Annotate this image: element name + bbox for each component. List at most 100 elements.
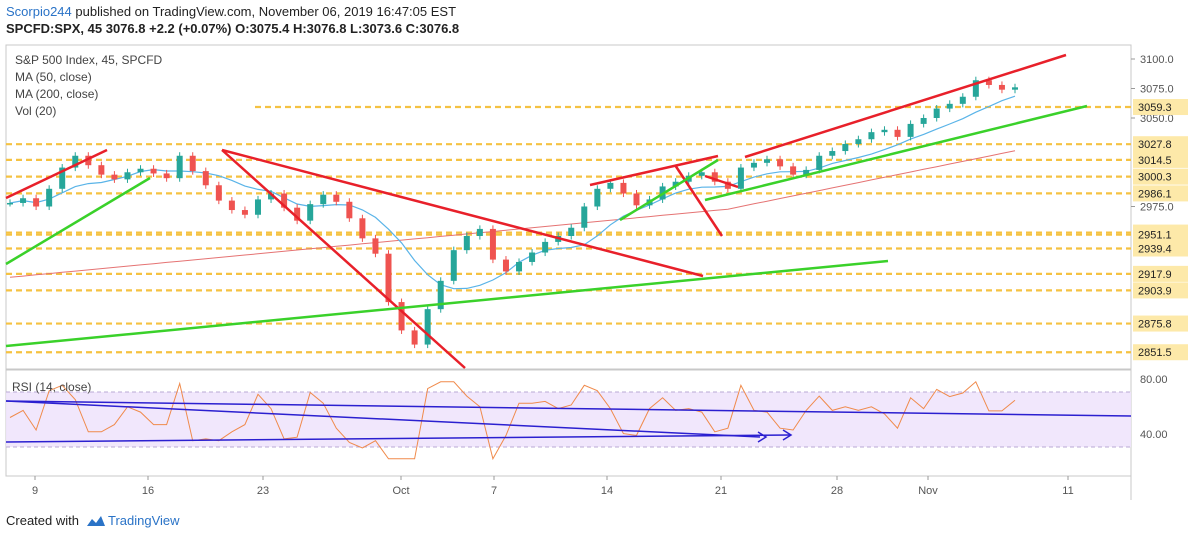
legend-title[interactable]: S&P 500 Index, 45, SPCFD (15, 53, 163, 67)
x-tick-label: 11 (1062, 485, 1073, 497)
candle-body (333, 194, 340, 202)
price-tick-label: 3050.0 (1140, 113, 1174, 125)
rsi-tick-label: 80.00 (1140, 374, 1168, 386)
rsi-trendline (5, 400, 761, 438)
change: +2.2 (+0.07%) (149, 21, 232, 36)
candle-body (254, 199, 261, 215)
candle-body (85, 155, 92, 166)
candle-body (268, 193, 275, 200)
level-label: 2875.8 (1138, 319, 1172, 331)
candle-body (529, 252, 536, 262)
trendline-red (704, 174, 739, 189)
symbol: SPCFD:SPX, 45 (6, 21, 103, 36)
level-label-bg (1133, 99, 1188, 116)
rsi-tick-label: 40.00 (1140, 429, 1168, 441)
x-tick-label: 14 (601, 485, 613, 497)
candle-body (111, 174, 118, 180)
candle-body (307, 204, 314, 221)
trendline-red (673, 164, 724, 237)
x-tick-label: 7 (491, 485, 497, 497)
candle-body (150, 168, 157, 174)
ohlc: O:3075.4 H:3076.8 L:3073.6 C:3076.8 (235, 21, 460, 36)
rsi-trendline (5, 434, 791, 443)
candle-body (294, 207, 301, 221)
trendline-red (744, 53, 1067, 159)
trendline-green (5, 259, 889, 348)
level-label-bg (1133, 185, 1188, 202)
candle-body (189, 155, 196, 172)
x-tick-label: 28 (831, 485, 843, 497)
candle-body (803, 169, 810, 175)
level-label: 3000.3 (1138, 172, 1172, 184)
candle-body (907, 123, 914, 137)
candle-body (124, 172, 131, 180)
candle-body (463, 236, 470, 251)
publisher-name[interactable]: Scorpio244 (6, 4, 72, 19)
candle-body (777, 159, 784, 167)
level-label: 2903.9 (1138, 285, 1172, 297)
level-label-bg (1133, 226, 1188, 243)
candle-body (489, 228, 496, 260)
legend-rsi[interactable]: RSI (14, close) (12, 380, 92, 394)
candle-body (711, 172, 718, 182)
candle-body (59, 167, 66, 189)
candle-body (476, 228, 483, 236)
tradingview-logo[interactable]: TradingView (84, 513, 180, 528)
trendline-green (619, 158, 719, 222)
x-tick-label: 16 (142, 485, 154, 497)
candle-body (542, 241, 549, 253)
candle-body (20, 198, 27, 203)
candle-body (320, 194, 327, 205)
candle-body (594, 188, 601, 207)
candle-body (346, 201, 353, 219)
candle-body (920, 118, 927, 124)
candle-body (842, 143, 849, 152)
candle-body (829, 151, 836, 156)
candle-body (46, 188, 53, 207)
candle-body (607, 182, 614, 189)
legend-ma50[interactable]: MA (50, close) (15, 70, 92, 84)
candle-body (737, 167, 744, 189)
rsi-arrowhead (782, 429, 793, 441)
x-tick-label: 21 (715, 485, 727, 497)
level-label: 2939.4 (1138, 244, 1172, 256)
candle-body (502, 259, 509, 272)
symbol-info: SPCFD:SPX, 45 3076.8 +2.2 (+0.07%) O:307… (6, 21, 459, 36)
candle-body (698, 172, 705, 176)
level-label-bg (1133, 315, 1188, 332)
price-tick-label: 2975.0 (1140, 202, 1174, 214)
level-label: 3014.5 (1138, 155, 1172, 167)
trendline-red (589, 154, 719, 187)
candle-body (228, 200, 235, 211)
candle-body (72, 155, 79, 168)
published-text: published on TradingView.com, November 0… (75, 4, 457, 19)
legend-ma200[interactable]: MA (200, close) (15, 87, 99, 101)
created-with: Created with (6, 513, 79, 528)
candle-body (385, 253, 392, 303)
brand-name: TradingView (107, 513, 180, 528)
cloud-icon (86, 515, 105, 526)
level-label-bg (1133, 240, 1188, 257)
candle-body (568, 227, 575, 236)
candle-body (215, 185, 222, 201)
candle-body (620, 182, 627, 194)
candle-body (894, 129, 901, 137)
trendline-red (5, 148, 108, 200)
rsi-band (6, 392, 1131, 447)
candle-body (581, 206, 588, 228)
rsi-arrowhead (757, 431, 768, 443)
candle-body (724, 181, 731, 189)
x-tick-label: 23 (257, 485, 269, 497)
price-tick-label: 3100.0 (1140, 54, 1174, 66)
candle-body (750, 162, 757, 168)
footer: Created with TradingView (6, 513, 180, 528)
level-label: 3059.3 (1138, 102, 1172, 114)
candle-body (933, 108, 940, 118)
candle-body (985, 80, 992, 85)
candle-body (137, 168, 144, 173)
candle-body (450, 250, 457, 281)
legend-vol[interactable]: Vol (20) (15, 104, 57, 118)
publish-info: Scorpio244 published on TradingView.com,… (6, 4, 456, 19)
candle-body (372, 238, 379, 254)
